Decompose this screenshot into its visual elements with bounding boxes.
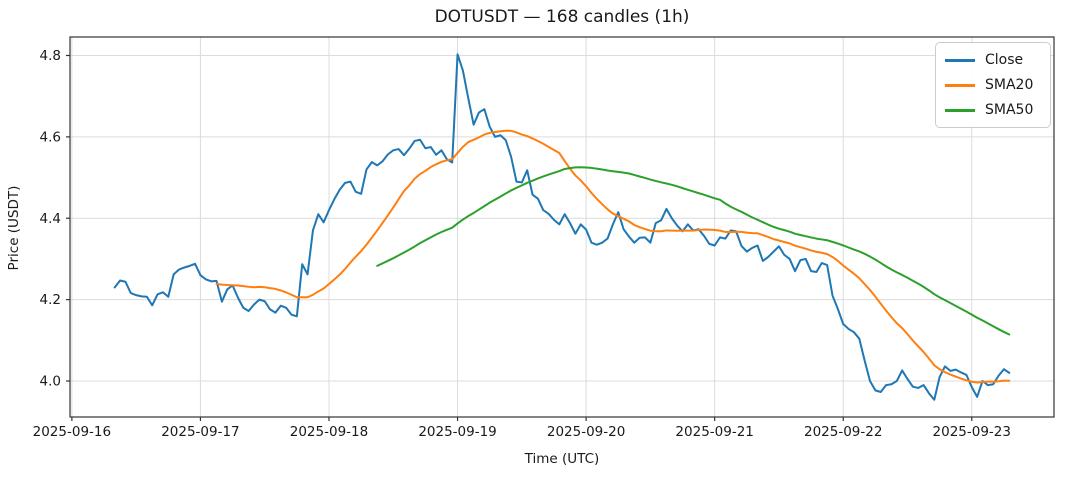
y-tick-label: 4.4	[40, 211, 61, 227]
y-tick-label: 4.6	[40, 129, 61, 145]
legend-label-sma20: SMA20	[985, 77, 1034, 93]
legend-label-sma50: SMA50	[985, 102, 1034, 118]
sma20-line	[215, 129, 1011, 384]
close-line	[113, 53, 1011, 401]
sma50-line	[376, 166, 1011, 336]
legend-label-close: Close	[985, 52, 1024, 68]
x-tick-label: 2025-09-22	[804, 424, 882, 440]
legend-item-close: Close	[945, 51, 1041, 69]
x-tick-label: 2025-09-19	[418, 424, 496, 440]
x-axis-label: Time (UTC)	[524, 451, 600, 467]
y-tick-label: 4.0	[40, 374, 61, 390]
legend: Close SMA20 SMA50	[935, 42, 1051, 128]
x-tick-label: 2025-09-20	[547, 424, 625, 440]
y-tick-label: 4.8	[40, 48, 61, 64]
chart-title: DOTUSDT — 168 candles (1h)	[434, 7, 690, 27]
plot-border	[69, 36, 1055, 418]
legend-item-sma20: SMA20	[945, 76, 1041, 94]
x-tick-label: 2025-09-16	[33, 424, 111, 440]
x-tick-label: 2025-09-23	[933, 424, 1011, 440]
legend-item-sma50: SMA50	[945, 101, 1041, 119]
x-tick-label: 2025-09-17	[161, 424, 239, 440]
sma50-line-swatch	[945, 108, 975, 112]
y-tick-label: 4.2	[40, 292, 61, 308]
x-tick-label: 2025-09-18	[290, 424, 368, 440]
sma20-line-swatch	[945, 83, 975, 87]
close-line-swatch	[945, 58, 975, 62]
x-tick-label: 2025-09-21	[675, 424, 753, 440]
